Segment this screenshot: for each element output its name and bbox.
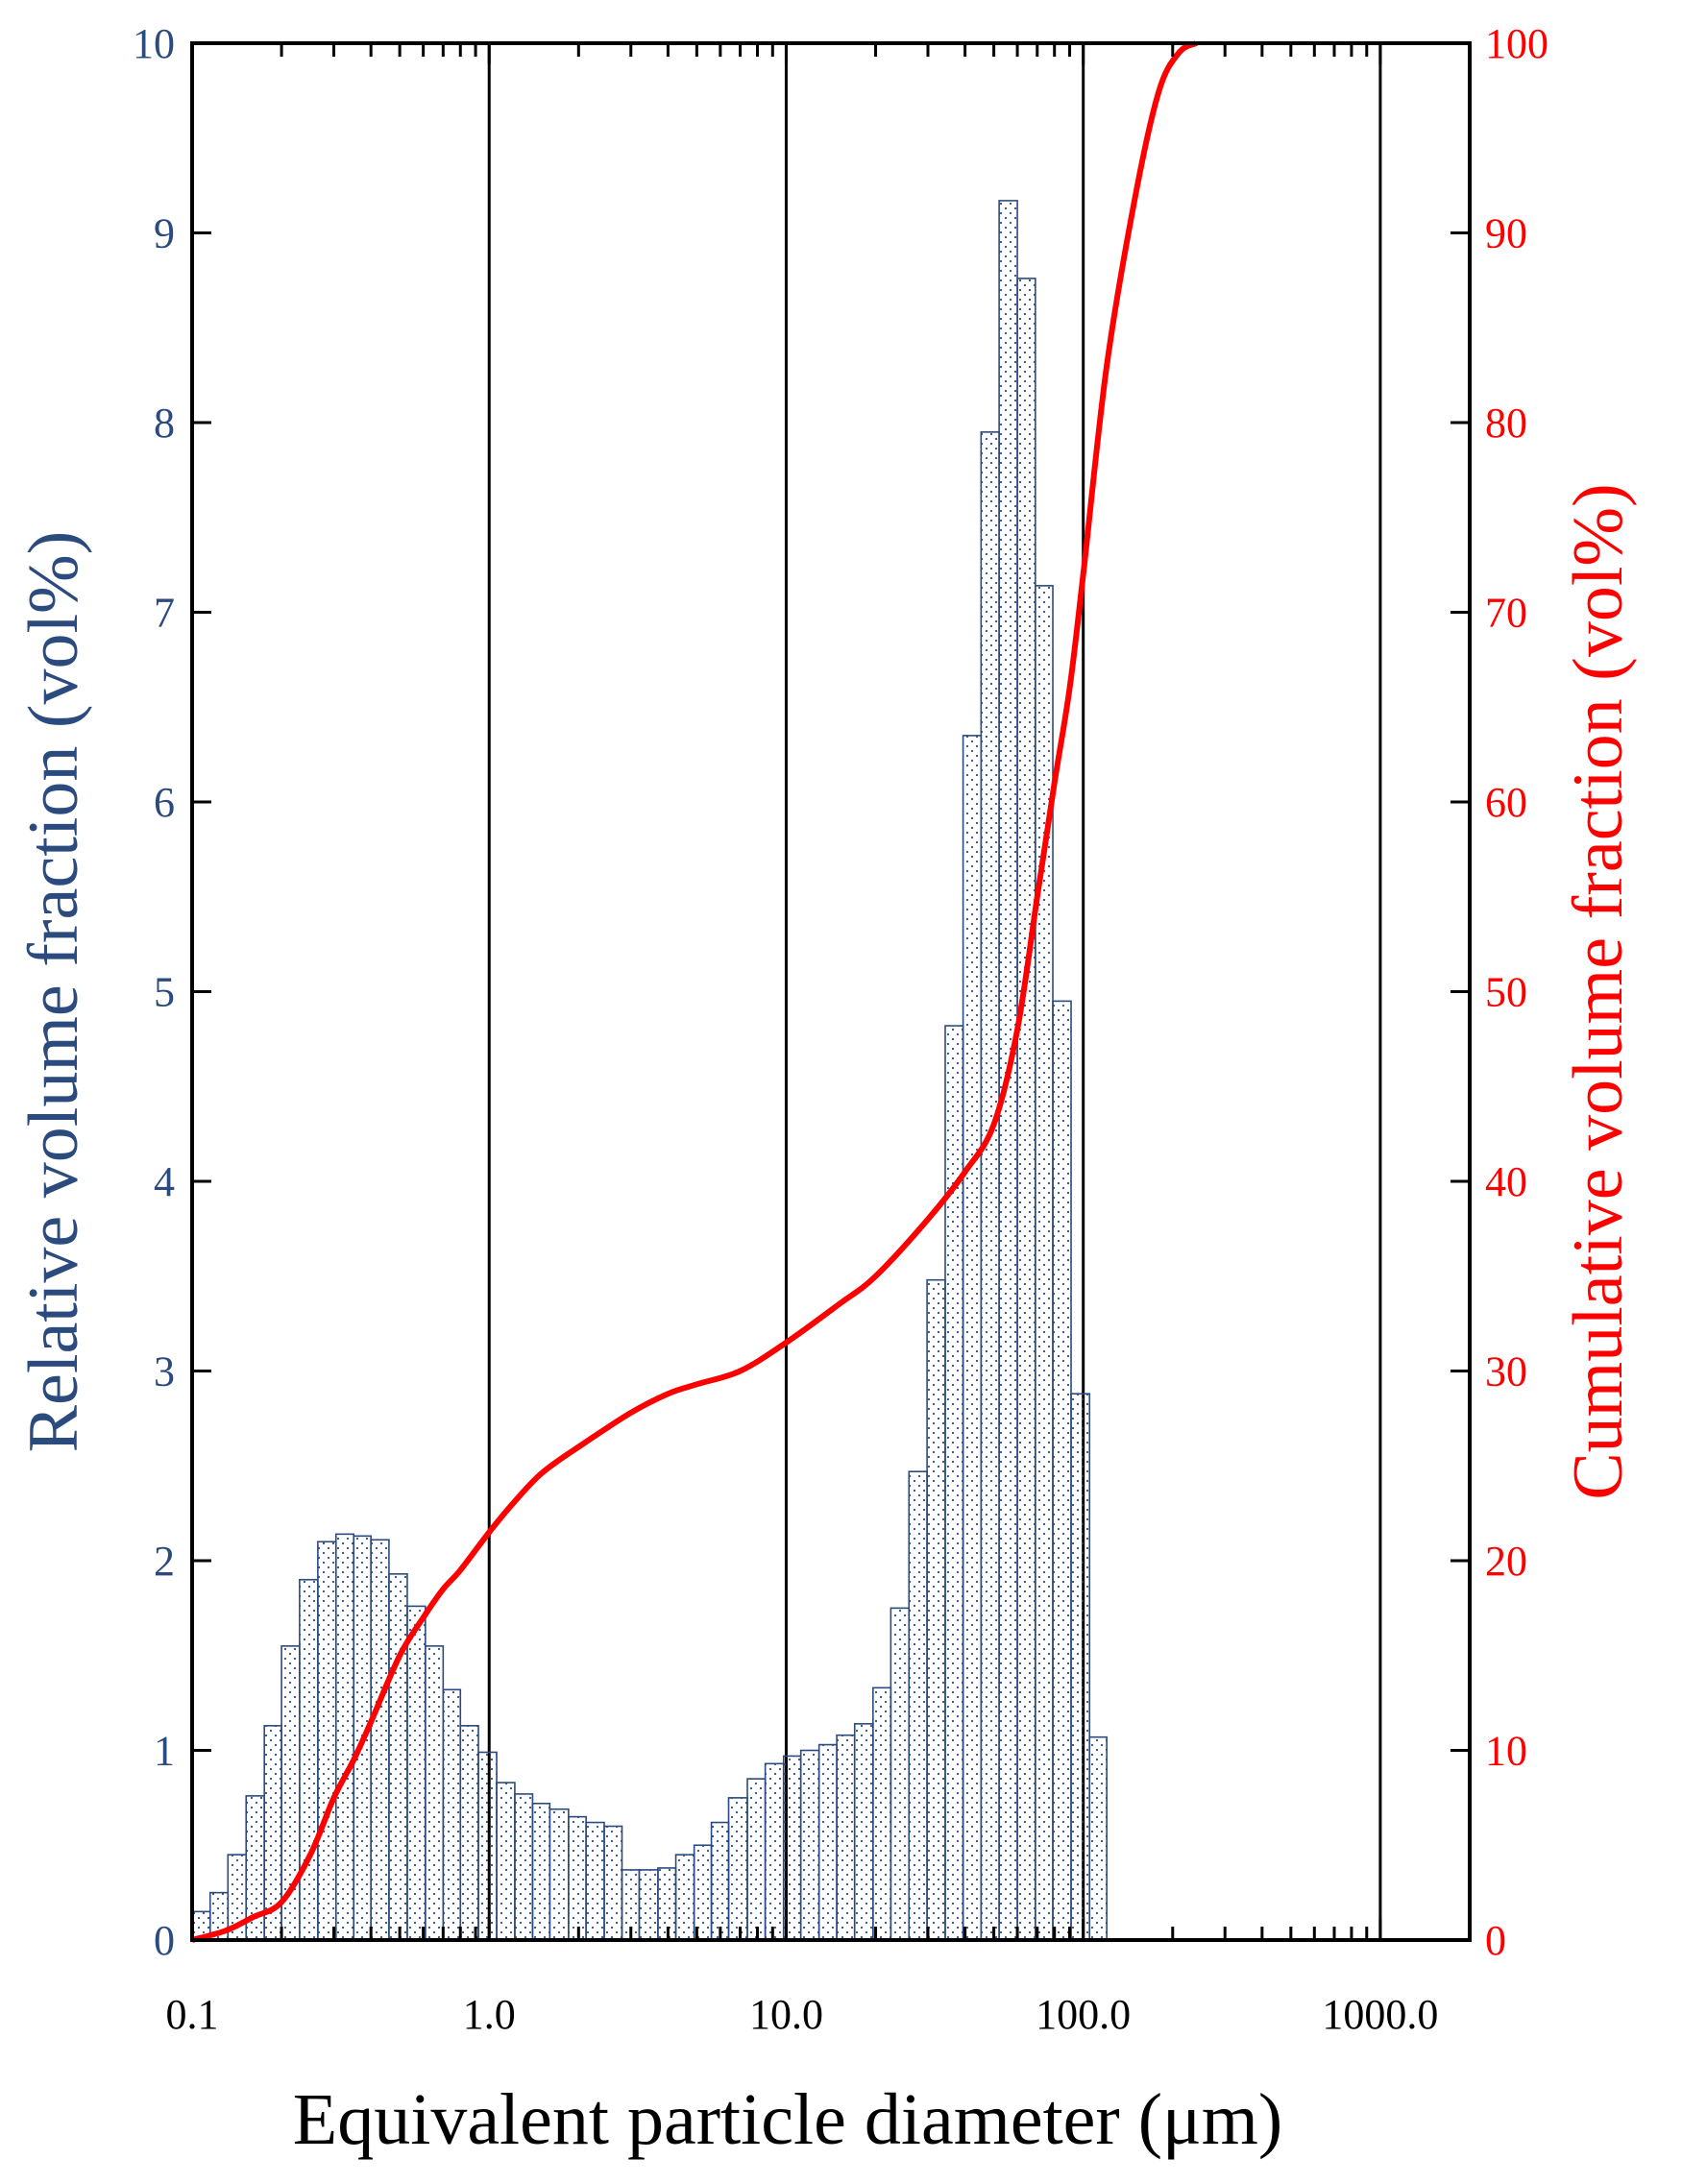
histogram-bar (782, 1755, 802, 1941)
x-tick-label: 100.0 (1036, 1991, 1131, 2038)
y-left-tick-label: 7 (154, 590, 175, 637)
y-left-tick-label: 1 (154, 1728, 175, 1775)
y-right-tick-label: 50 (1485, 969, 1527, 1016)
histogram-bar (442, 1688, 462, 1941)
histogram-bar (908, 1470, 928, 1941)
histogram-bar (1052, 1000, 1072, 1941)
histogram-bar (317, 1541, 337, 1941)
axis-labels: Relative volume fraction (vol%) Cumulati… (14, 483, 1638, 2160)
histogram-bar (764, 1762, 785, 1941)
gridlines (487, 43, 1382, 1940)
y-left-tick-label: 3 (154, 1348, 175, 1395)
histogram-bar (746, 1778, 767, 1941)
histogram-bar (693, 1844, 713, 1941)
histogram-bars (191, 200, 1108, 1941)
histogram-bar (496, 1782, 516, 1941)
left-axis-label: Relative volume fraction (vol%) (14, 531, 93, 1453)
x-tick-label: 0.1 (166, 1991, 219, 2038)
histogram-bar (962, 735, 983, 1941)
histogram-bar (1016, 278, 1036, 1941)
histogram-bar (548, 1808, 570, 1941)
y-left-tick-label: 8 (154, 400, 175, 447)
histogram-bar (710, 1821, 730, 1941)
histogram-bar (1088, 1735, 1108, 1941)
y-right-tick-label: 20 (1485, 1538, 1527, 1585)
y-right-tick-label: 30 (1485, 1348, 1527, 1395)
cumulative-curve-group (191, 40, 1198, 1943)
histogram-bar (944, 1025, 964, 1941)
right-axis-label: Cumulative volume fraction (vol%) (1559, 483, 1638, 1499)
histogram-bar (514, 1793, 534, 1941)
y-right-tick-label: 0 (1485, 1917, 1506, 1964)
x-tick-label: 1000.0 (1322, 1991, 1438, 2038)
histogram-bar (425, 1645, 445, 1941)
y-right-tick-label: 90 (1485, 210, 1527, 257)
y-left-tick-label: 0 (154, 1917, 175, 1964)
y-right-tick-label: 100 (1485, 20, 1548, 67)
histogram-bar (1070, 1393, 1091, 1941)
histogram-bar (872, 1687, 892, 1941)
histogram-bar (477, 1751, 498, 1941)
histogram-bar (727, 1797, 748, 1941)
x-tick-label: 1.0 (463, 1991, 516, 2038)
histogram-bar (799, 1749, 820, 1941)
y-right-tick-label: 70 (1485, 590, 1527, 637)
histogram-bar (926, 1278, 946, 1941)
y-left-tick-label: 9 (154, 210, 175, 257)
histogram-bar (299, 1578, 319, 1941)
axes: 0.1 1.0 10.0 100.0 1000.00123456789100102030… (133, 20, 1548, 2038)
histogram-bar (388, 1573, 408, 1941)
histogram-bar (674, 1854, 695, 1941)
cumulative-curve (191, 40, 1198, 1943)
histogram-bar (817, 1743, 838, 1941)
y-right-tick-label: 40 (1485, 1158, 1527, 1205)
y-left-tick-label: 4 (154, 1158, 175, 1205)
x-tick-label: 10.0 (749, 1991, 823, 2038)
y-right-tick-label: 80 (1485, 400, 1527, 447)
x-axis-label: Equivalent particle diameter (μm) (293, 2079, 1282, 2160)
histogram-bar (1035, 585, 1054, 1941)
y-left-tick-label: 6 (154, 779, 175, 826)
y-left-tick-label: 10 (133, 20, 175, 67)
histogram-bar (638, 1869, 659, 1941)
histogram-bar (459, 1725, 479, 1941)
y-right-tick-label: 60 (1485, 779, 1527, 826)
y-left-tick-label: 2 (154, 1538, 175, 1585)
y-left-tick-label: 5 (154, 969, 175, 1016)
histogram-bar (334, 1533, 355, 1941)
histogram-bar (406, 1605, 427, 1941)
histogram-bar (853, 1723, 874, 1941)
histogram-bar (585, 1821, 605, 1941)
histogram-bar (370, 1539, 390, 1941)
histogram-bar (836, 1734, 856, 1941)
histogram-bar (531, 1803, 551, 1941)
y-right-tick-label: 10 (1485, 1728, 1527, 1775)
histogram-bar (568, 1815, 587, 1941)
histogram-bar (890, 1607, 911, 1941)
histogram-bar (603, 1825, 623, 1941)
histogram-bar (980, 431, 1000, 1941)
